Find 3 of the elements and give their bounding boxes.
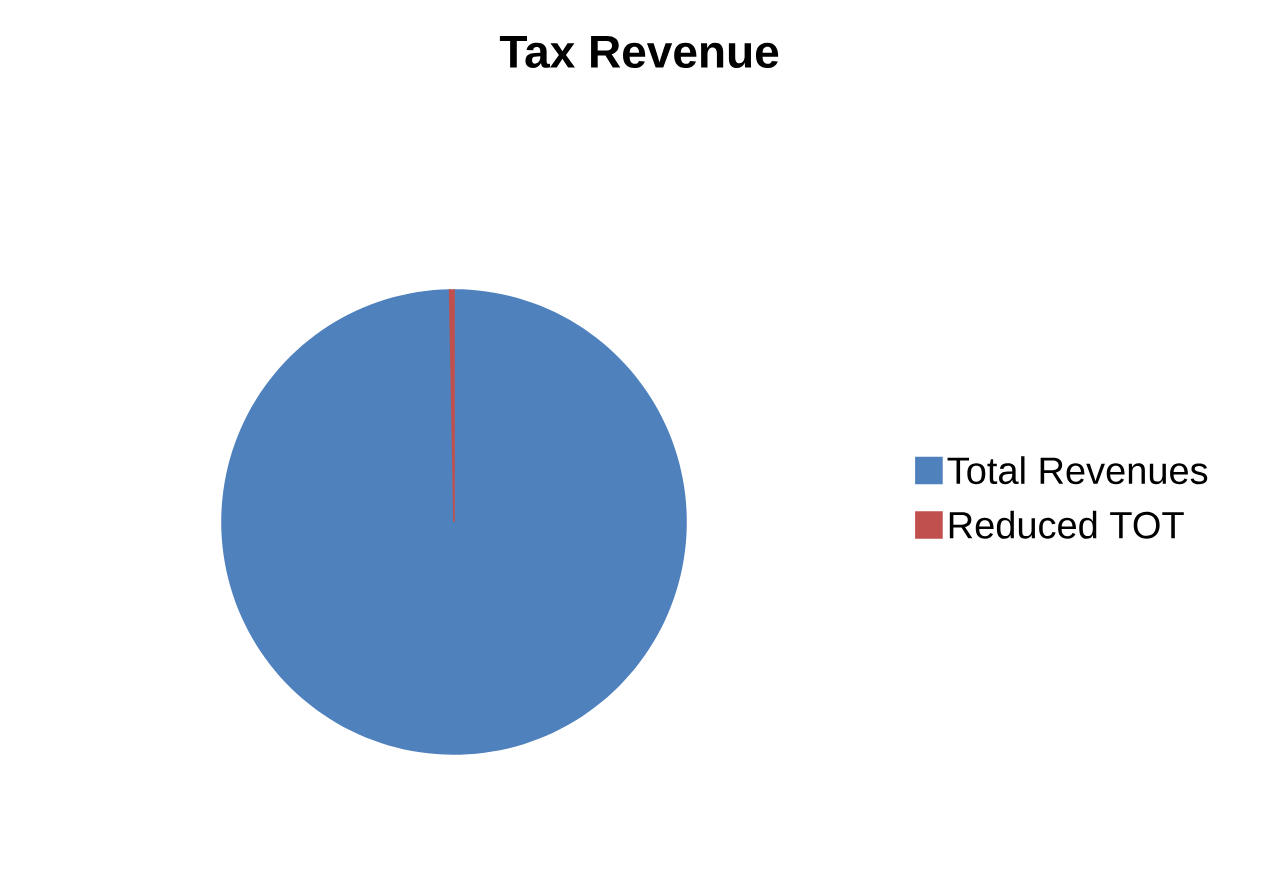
legend-label: Total Revenues [947, 456, 1208, 485]
chart-title: Tax Revenue [499, 35, 779, 69]
legend-label: Reduced TOT [949, 510, 1184, 539]
